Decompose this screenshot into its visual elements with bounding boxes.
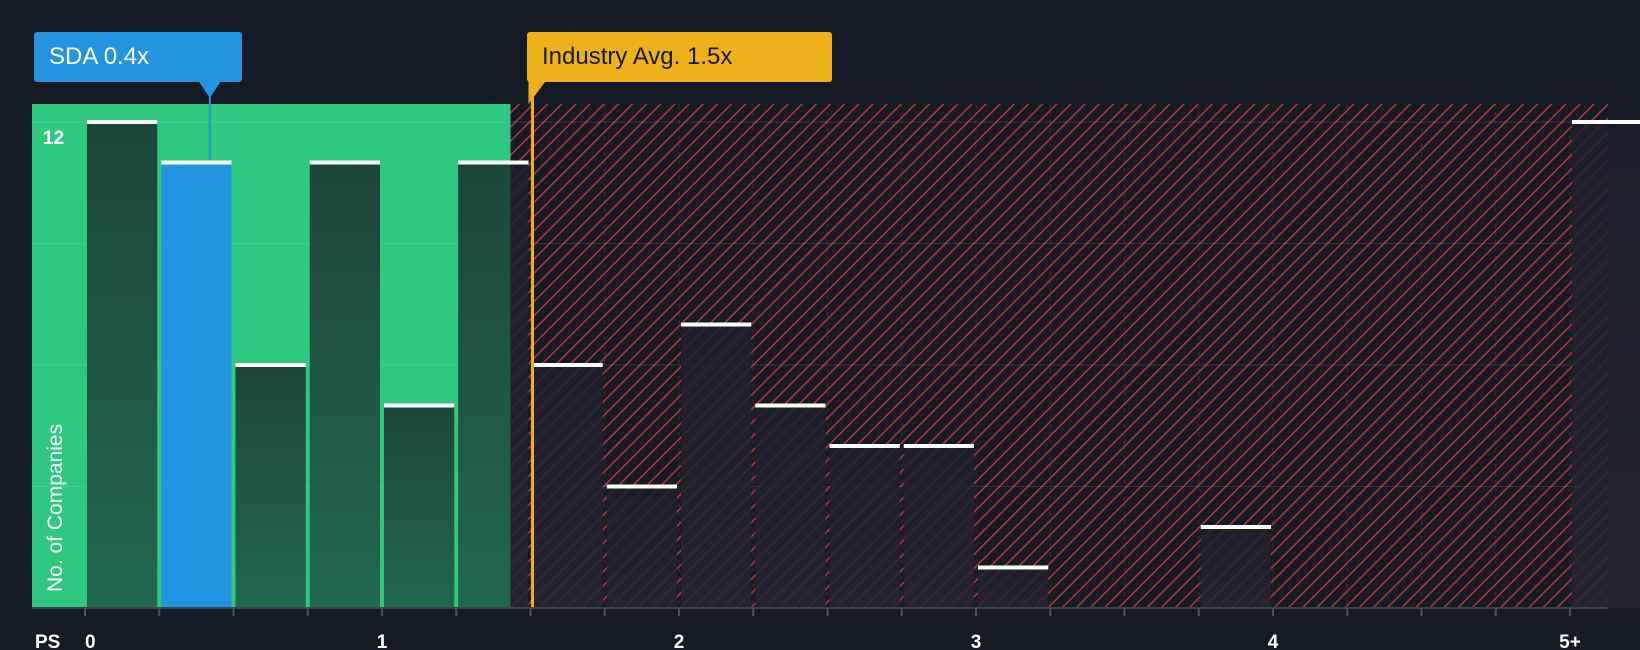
- histogram-bar-9: [755, 405, 826, 608]
- bar-cap-7: [606, 484, 677, 489]
- histogram-bar-10: [829, 446, 900, 608]
- x-tick-label-2: 2: [674, 632, 685, 650]
- x-tick-label-3: 3: [971, 632, 982, 650]
- x-tick-label-0: 0: [85, 632, 96, 650]
- histogram-bar-2: [235, 365, 306, 608]
- histogram-bar-11: [903, 446, 974, 608]
- company-callout-pointer: [197, 80, 222, 98]
- bar-cap-5: [458, 160, 529, 165]
- bar-cap-10: [829, 444, 900, 448]
- histogram-bar-8: [681, 324, 752, 608]
- bar-cap-12: [978, 565, 1049, 570]
- histogram-bar-6: [532, 365, 603, 608]
- y-axis-label: No. of Companies: [44, 424, 67, 592]
- histogram-bar-7: [606, 486, 677, 608]
- bar-cap-6: [532, 363, 603, 367]
- bar-cap-9: [755, 403, 826, 408]
- histogram-bar-1: [161, 162, 232, 608]
- bar-cap-20: [1572, 120, 1640, 124]
- bar-cap-1: [161, 160, 232, 165]
- bar-cap-8: [681, 322, 752, 327]
- bar-cap-15: [1200, 525, 1271, 529]
- histogram-bar-4: [384, 405, 455, 608]
- x-tick-label-5+: 5+: [1559, 632, 1581, 650]
- bar-cap-11: [903, 444, 974, 448]
- industry-avg-callout: Industry Avg. 1.5x: [527, 32, 832, 82]
- x-tick-label-1: 1: [377, 632, 388, 650]
- histogram-bar-20: [1572, 122, 1640, 608]
- company-callout: SDA 0.4x: [34, 32, 242, 82]
- histogram-bar-12: [978, 567, 1049, 608]
- bar-cap-0: [87, 120, 158, 124]
- bar-cap-4: [384, 403, 455, 408]
- x-axis-label: PS: [35, 632, 60, 650]
- histogram-bar-green-part-5: [458, 162, 511, 608]
- bar-cap-3: [309, 160, 380, 165]
- histogram-bar-0: [87, 122, 158, 608]
- histogram-bar-3: [309, 162, 380, 608]
- histogram-bar-15: [1200, 527, 1271, 608]
- y-tick-label: 12: [43, 128, 64, 149]
- x-tick-label-4: 4: [1268, 632, 1279, 650]
- bar-cap-2: [235, 363, 306, 367]
- industry-callout-pointer: [528, 80, 547, 104]
